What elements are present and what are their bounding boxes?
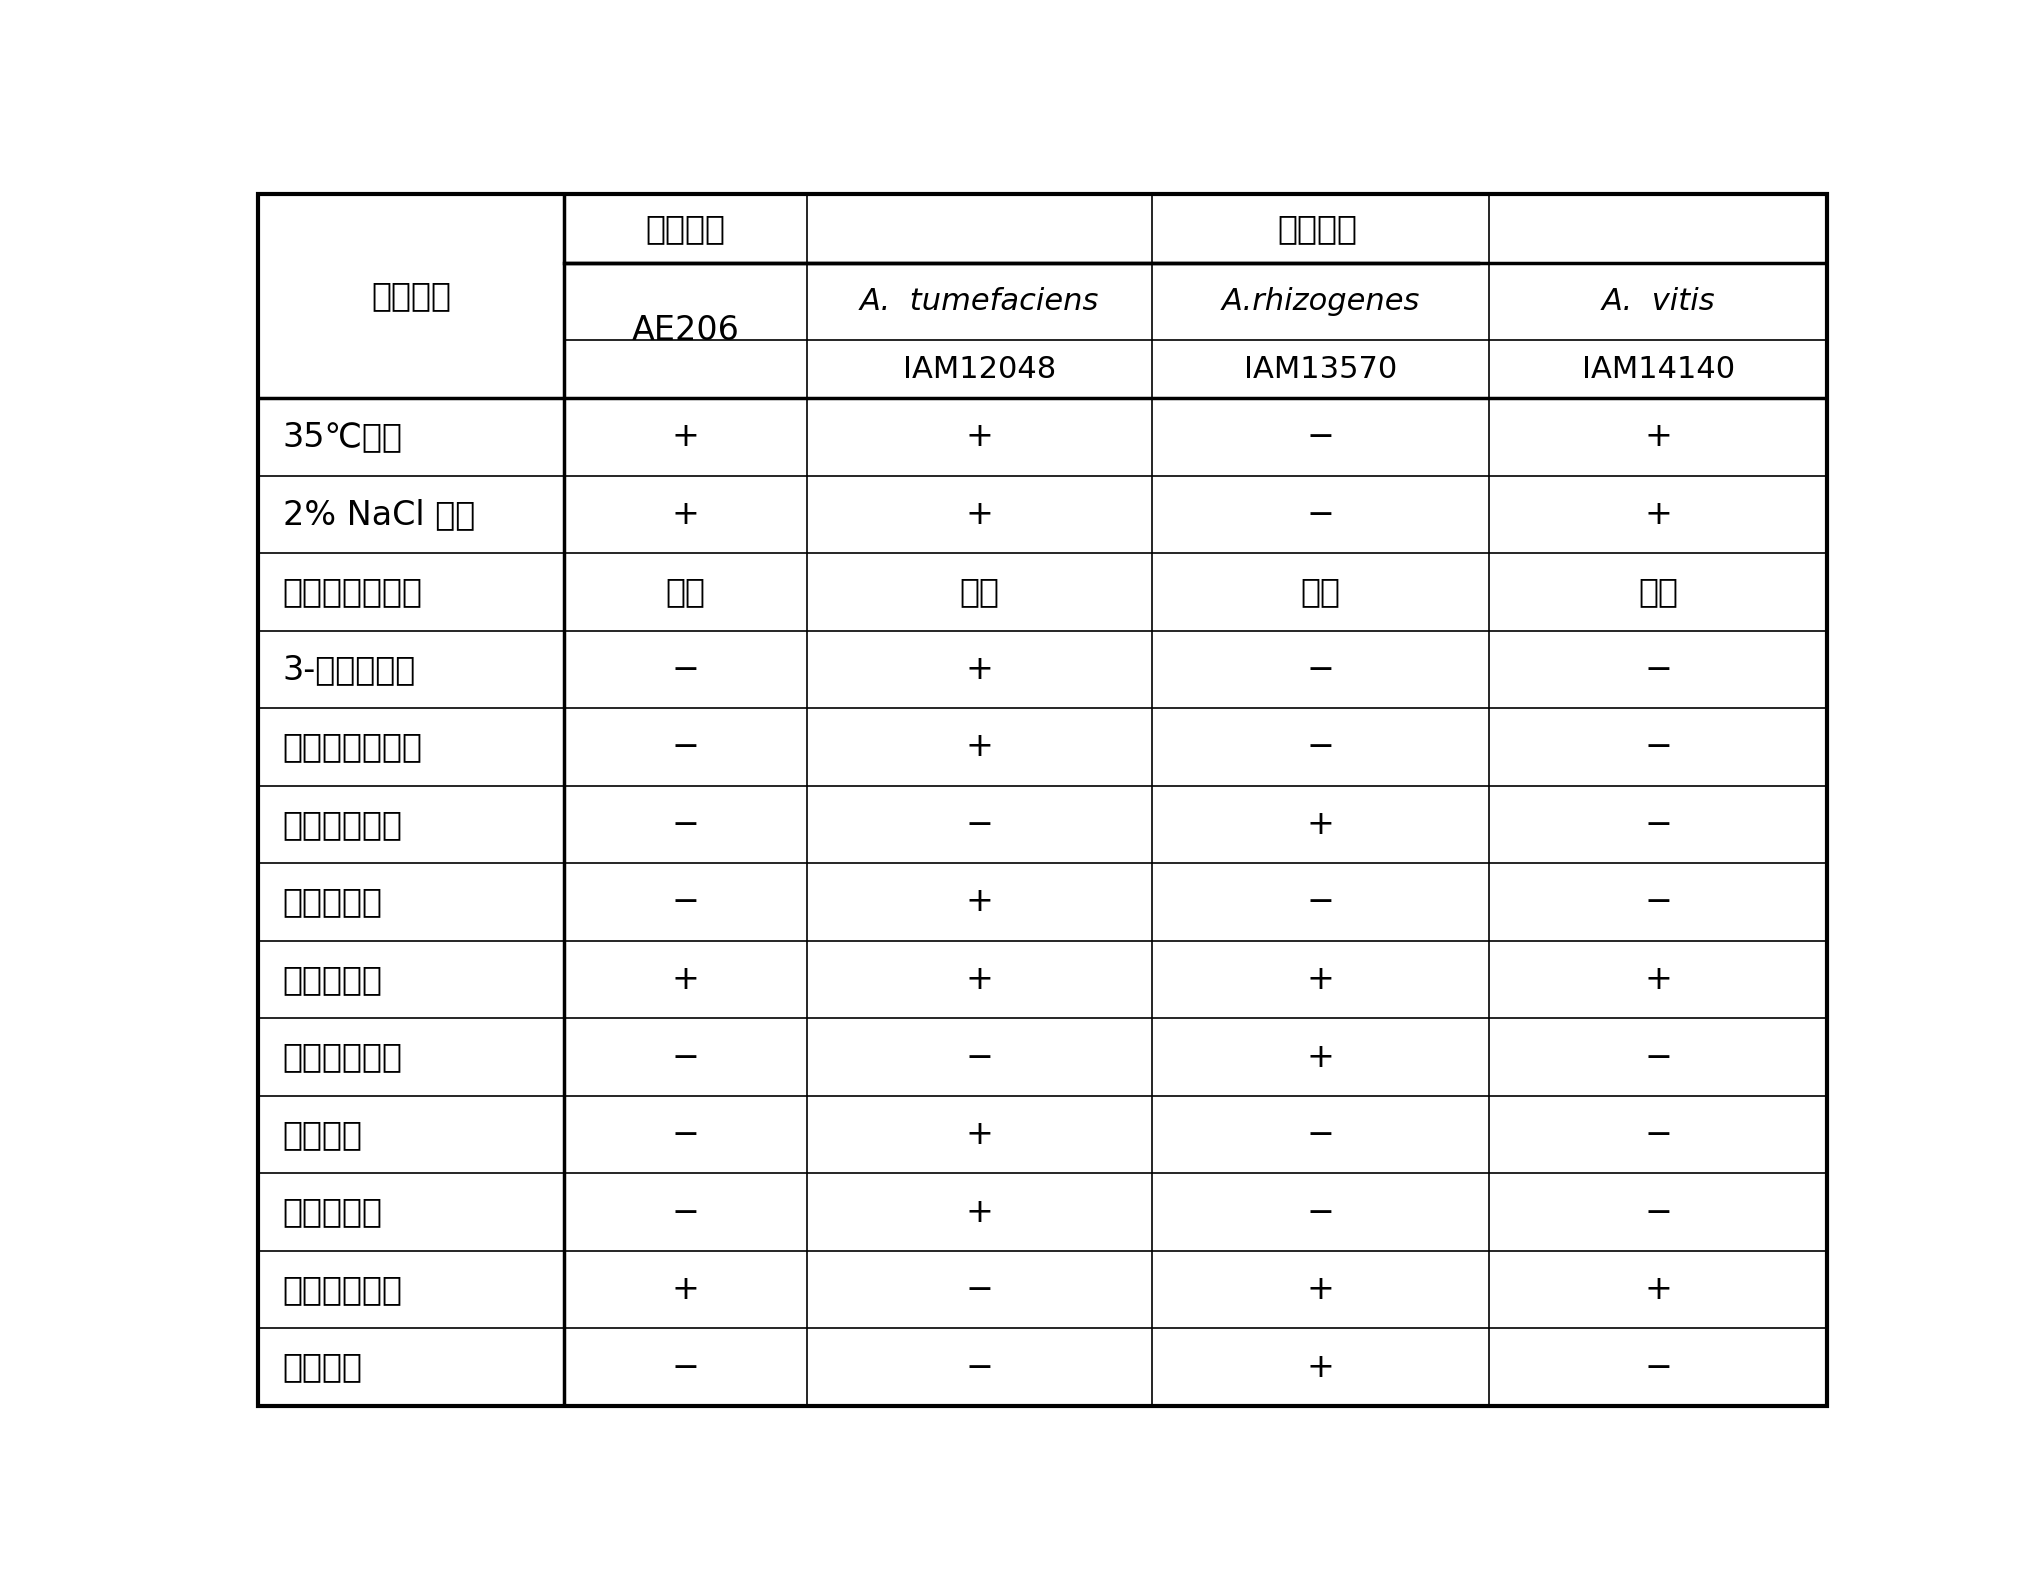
Text: +: + <box>1308 1274 1334 1307</box>
Text: −: − <box>1308 653 1334 686</box>
Text: 碱性: 碱性 <box>665 575 706 608</box>
Text: −: − <box>1308 885 1334 919</box>
Text: −: − <box>1643 1118 1672 1152</box>
Text: −: − <box>1643 730 1672 763</box>
Text: +: + <box>1308 1351 1334 1384</box>
Text: +: + <box>671 1274 700 1307</box>
Text: IAM12048: IAM12048 <box>903 355 1056 383</box>
Text: 接触酶反应: 接触酶反应 <box>283 963 382 996</box>
Text: +: + <box>1643 420 1672 453</box>
Text: IAM14140: IAM14140 <box>1582 355 1735 383</box>
Text: −: − <box>1308 420 1334 453</box>
Text: 测验项目: 测验项目 <box>370 279 452 312</box>
Text: +: + <box>1308 808 1334 841</box>
Text: A.  tumefaciens: A. tumefaciens <box>860 287 1098 317</box>
Text: 供试菌株: 供试菌株 <box>645 212 726 246</box>
Text: 标准菌株: 标准菌株 <box>1277 212 1357 246</box>
Text: +: + <box>966 885 995 919</box>
Text: 赤藓糖醇产酸: 赤藓糖醇产酸 <box>283 1041 403 1074</box>
Text: 粘酸产碕: 粘酸产碕 <box>283 1351 362 1384</box>
Text: 氧化酶反应: 氧化酶反应 <box>283 885 382 919</box>
Text: −: − <box>1308 1118 1334 1152</box>
Text: +: + <box>671 420 700 453</box>
Text: +: + <box>966 497 995 531</box>
Text: 3-锐乳糖反应: 3-锐乳糖反应 <box>283 653 415 686</box>
Text: 乙醇产酸: 乙醇产酸 <box>283 1118 362 1152</box>
Text: −: − <box>671 1196 700 1229</box>
Text: 2% NaCl 生长: 2% NaCl 生长 <box>283 497 474 531</box>
Text: −: − <box>1643 885 1672 919</box>
Text: −: − <box>671 1118 700 1152</box>
Text: +: + <box>1308 963 1334 996</box>
Text: 柠檬酸铁鐔反应: 柠檬酸铁鐔反应 <box>283 730 423 763</box>
Text: 酸性: 酸性 <box>1302 575 1340 608</box>
Text: −: − <box>966 1274 995 1307</box>
Text: −: − <box>671 1351 700 1384</box>
Text: −: − <box>1643 1196 1672 1229</box>
Text: 35℃生长: 35℃生长 <box>283 420 403 453</box>
Text: −: − <box>1308 1196 1334 1229</box>
Text: +: + <box>966 653 995 686</box>
Text: 丙二酸盐产碕: 丙二酸盐产碕 <box>283 1274 403 1307</box>
Text: 柠檬酸盐利用: 柠檬酸盐利用 <box>283 808 403 841</box>
Text: 石蕊牛奶反应：: 石蕊牛奶反应： <box>283 575 423 608</box>
Text: +: + <box>1643 963 1672 996</box>
Text: −: − <box>1308 730 1334 763</box>
Text: AE206: AE206 <box>633 314 740 347</box>
Text: +: + <box>1308 1041 1334 1074</box>
Text: +: + <box>1643 1274 1672 1307</box>
Text: IAM13570: IAM13570 <box>1245 355 1397 383</box>
Text: A.rhizogenes: A.rhizogenes <box>1222 287 1420 317</box>
Text: −: − <box>671 653 700 686</box>
Text: A.  vitis: A. vitis <box>1601 287 1715 317</box>
Text: +: + <box>966 420 995 453</box>
Text: 松三糖产酸: 松三糖产酸 <box>283 1196 382 1229</box>
Text: −: − <box>1643 1041 1672 1074</box>
Text: +: + <box>671 497 700 531</box>
Text: +: + <box>1643 497 1672 531</box>
Text: −: − <box>1643 1351 1672 1384</box>
Text: −: − <box>966 1351 995 1384</box>
Text: 碱性: 碱性 <box>960 575 999 608</box>
Text: −: − <box>1643 653 1672 686</box>
Text: +: + <box>966 1196 995 1229</box>
Text: +: + <box>966 730 995 763</box>
Text: +: + <box>966 963 995 996</box>
Text: −: − <box>671 1041 700 1074</box>
Text: +: + <box>966 1118 995 1152</box>
Text: −: − <box>1643 808 1672 841</box>
Text: −: − <box>966 808 995 841</box>
Text: −: − <box>671 885 700 919</box>
Text: +: + <box>671 963 700 996</box>
Text: −: − <box>1308 497 1334 531</box>
Text: −: − <box>671 808 700 841</box>
Text: 碱性: 碱性 <box>1637 575 1678 608</box>
Text: −: − <box>671 730 700 763</box>
Text: −: − <box>966 1041 995 1074</box>
